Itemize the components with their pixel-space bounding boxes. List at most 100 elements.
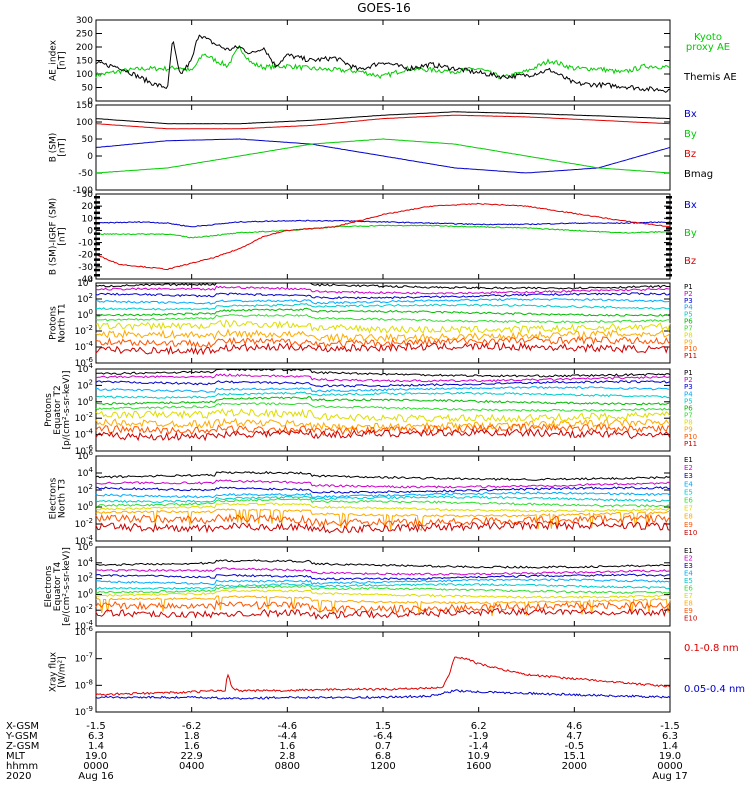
y-axis-label: [W/m²]: [58, 656, 68, 687]
flux-line-p3: [95, 292, 671, 300]
flux-line-p6: [95, 307, 671, 317]
ytick-label: 100: [76, 118, 93, 128]
ephemeris-value: 22.9: [181, 751, 203, 762]
ephemeris-value: 2000: [562, 761, 587, 772]
edge-marker: [666, 201, 672, 204]
ephemeris-value: 19.0: [659, 751, 681, 762]
panel-p1: [95, 282, 671, 364]
y-axis-label: B (SM)-IGRF (SM): [49, 198, 59, 275]
legend-label: P3: [684, 383, 693, 391]
flux-line-e9: [95, 599, 671, 614]
series-line-bz: [96, 114, 671, 130]
y-axis-label: North T1: [58, 303, 68, 342]
ytick-label: 10-2: [75, 324, 93, 337]
legend-label: E6: [684, 497, 693, 505]
flux-line-p8: [95, 408, 671, 423]
series-line-bz: [96, 202, 671, 271]
flux-line-e8: [95, 508, 671, 532]
series-line-by: [95, 138, 671, 174]
legend-label: Bx: [684, 109, 697, 120]
legend-label: E7: [684, 592, 693, 600]
ytick-label: 10-4: [75, 428, 94, 441]
edge-marker: [666, 196, 672, 199]
flux-line-e1: [95, 559, 671, 569]
ytick-label: 104: [77, 276, 93, 289]
flux-line-e5: [95, 495, 671, 504]
edge-marker: [94, 216, 100, 220]
legend-label: Kyoto: [694, 32, 722, 43]
ytick-label: 50: [82, 135, 94, 145]
ytick-label: 104: [77, 466, 93, 479]
ytick-label: 100: [77, 395, 93, 408]
ytick-label: 10: [82, 214, 94, 224]
legend-label: P7: [684, 324, 693, 332]
edge-marker: [666, 237, 672, 241]
ephemeris-value: Aug 17: [652, 771, 687, 782]
ytick-label: 10-2: [75, 411, 93, 424]
legend-label: E10: [684, 529, 697, 537]
legend-label: Themis AE: [683, 72, 737, 83]
series-line-bmag: [96, 111, 671, 125]
ytick-label: 10-9: [75, 705, 93, 718]
ephemeris-value: 0000: [657, 761, 682, 772]
ephemeris-value: 1600: [466, 761, 491, 772]
ephemeris-value: 4.6: [566, 721, 582, 732]
flux-line-p9: [95, 417, 671, 432]
legend-label: P6: [684, 404, 693, 412]
ephemeris-row-label: 2020: [6, 771, 31, 782]
y-axis-label: AE_index: [49, 39, 59, 81]
edge-marker: [94, 232, 100, 235]
flux-line-e6: [95, 585, 671, 594]
edge-marker: [94, 237, 100, 241]
edge-marker: [94, 201, 100, 204]
flux-line-e9: [95, 513, 671, 528]
legend-label: E1: [684, 547, 693, 555]
legend-label: Bmag: [684, 169, 713, 180]
y-axis-label: Equator T2: [53, 385, 63, 434]
flux-line-p2: [95, 373, 671, 383]
legend-label: E5: [684, 577, 693, 585]
legend-label: Bz: [684, 149, 696, 160]
ytick-label: 0: [87, 226, 93, 236]
ytick-label: 30: [82, 190, 94, 200]
legend-label: 0.1-0.8 nm: [684, 643, 739, 654]
legend-label: P11: [684, 352, 697, 360]
flux-line-e6: [95, 497, 671, 508]
legend-label: P10: [684, 433, 697, 441]
flux-line-e7: [95, 589, 671, 599]
ephemeris-value: -4.6: [278, 721, 298, 732]
ytick-label: 106: [77, 449, 93, 462]
ytick-label: 10-4: [75, 534, 94, 547]
flux-line-p7: [95, 402, 671, 412]
edge-marker: [94, 196, 100, 199]
ytick-label: 104: [77, 362, 93, 375]
ytick-label: 10-4: [75, 340, 94, 353]
legend-label: E3: [684, 472, 693, 480]
legend-label: P3: [684, 297, 693, 305]
legend-label: P10: [684, 345, 697, 353]
flux-line-p4: [95, 297, 671, 305]
ephemeris-value: 15.1: [563, 751, 585, 762]
edge-marker: [94, 222, 100, 225]
legend-label: By: [684, 228, 697, 239]
ytick-label: 10-6: [75, 356, 94, 369]
y-axis-label: [p/(cm²-s-sr-keV)]: [62, 371, 72, 450]
legend-label: E5: [684, 488, 693, 496]
legend-label: E1: [684, 456, 693, 464]
ytick-label: 0: [87, 152, 93, 162]
ytick-label: 106: [77, 540, 93, 553]
legend-label: P5: [684, 397, 693, 405]
edge-marker: [666, 274, 672, 277]
flux-line-e5: [95, 582, 671, 590]
panel-frame-ae: [95, 19, 671, 102]
edge-marker: [94, 263, 100, 267]
ephemeris-value: 6.2: [471, 721, 487, 732]
series-line-0-1-0-8-nm: [95, 656, 671, 696]
edge-marker: [666, 263, 672, 267]
legend-label: P4: [684, 304, 693, 312]
flux-line-p5: [95, 391, 671, 399]
edge-marker: [666, 242, 672, 246]
ephemeris-value: 0400: [179, 761, 204, 772]
ytick-label: 150: [76, 57, 93, 67]
y-axis-label: North T3: [58, 479, 68, 518]
